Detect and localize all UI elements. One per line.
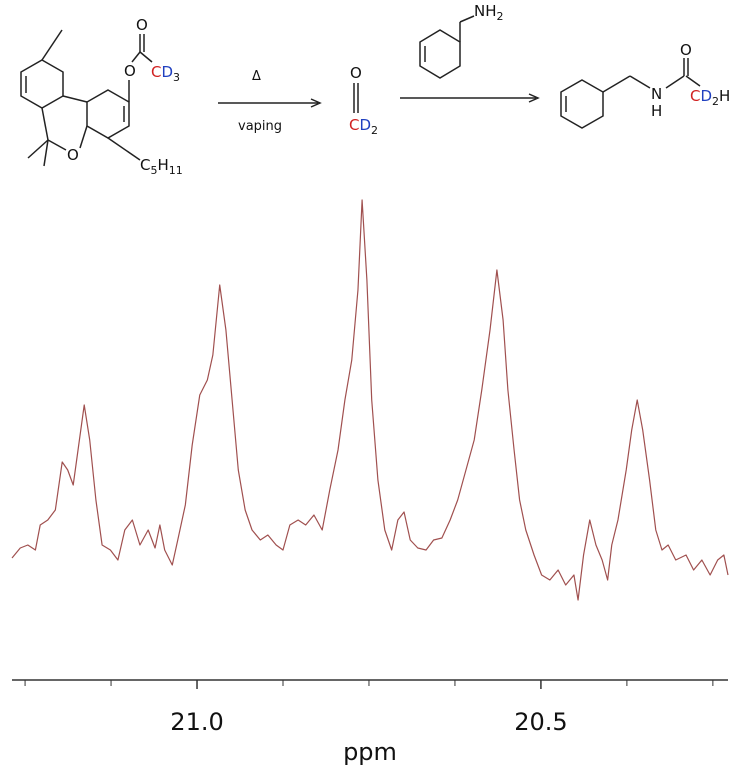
reagent: Δ <box>252 69 261 84</box>
group: NH2 <box>474 2 504 23</box>
ring <box>86 89 130 139</box>
bond <box>41 107 49 141</box>
atom: O <box>350 64 362 82</box>
bond <box>47 139 67 151</box>
atom: C <box>690 87 700 105</box>
group: C5H11 <box>140 156 183 177</box>
subscript: 5 <box>150 164 157 177</box>
arrow-head <box>528 93 540 103</box>
arrow-head <box>310 98 322 108</box>
bond <box>459 15 475 23</box>
x-tick-label: 21.0 <box>170 708 223 736</box>
atom: O <box>680 41 692 59</box>
group: CD3 <box>151 63 180 84</box>
subscript: 11 <box>169 164 183 177</box>
atom: C <box>140 156 150 174</box>
bond <box>131 51 141 63</box>
bond <box>27 139 49 159</box>
bond <box>602 75 631 93</box>
atom: H <box>719 87 730 105</box>
bond <box>685 75 701 87</box>
atom: H <box>651 102 662 120</box>
subscript: 2 <box>371 124 378 137</box>
bond <box>62 95 88 103</box>
spectrum-line <box>11 199 729 601</box>
x-tick-label: 20.5 <box>514 708 567 736</box>
bond <box>79 125 88 149</box>
ring <box>20 59 64 109</box>
atom: N <box>651 85 662 103</box>
subscript: 3 <box>173 71 180 84</box>
reagent: vaping <box>238 119 282 134</box>
bond <box>107 137 141 161</box>
subscript: 2 <box>712 95 719 108</box>
atom: C <box>349 116 359 134</box>
bond <box>629 75 651 89</box>
subscript: 2 <box>497 10 504 23</box>
atom: NH <box>474 2 497 20</box>
group: CD2H <box>690 87 730 108</box>
bond <box>43 139 49 167</box>
group: CD2 <box>349 116 378 137</box>
atom: O <box>124 62 136 80</box>
atom: D <box>161 63 173 81</box>
bond <box>139 51 153 63</box>
ring <box>419 29 461 79</box>
atom: D <box>700 87 712 105</box>
x-axis-label: ppm <box>343 738 397 766</box>
spectrum: ppm 21.0 20.5 <box>11 199 729 766</box>
ring <box>560 79 604 129</box>
atom: O <box>136 16 148 34</box>
atom: D <box>359 116 371 134</box>
bond <box>41 29 63 61</box>
atom: C <box>151 63 161 81</box>
reaction-scheme: O O O CD3 C5H11 Δ vaping O CD2 NH2 O N H… <box>20 2 730 177</box>
atom: H <box>157 156 168 174</box>
atom: O <box>67 146 79 164</box>
bond <box>665 75 685 89</box>
